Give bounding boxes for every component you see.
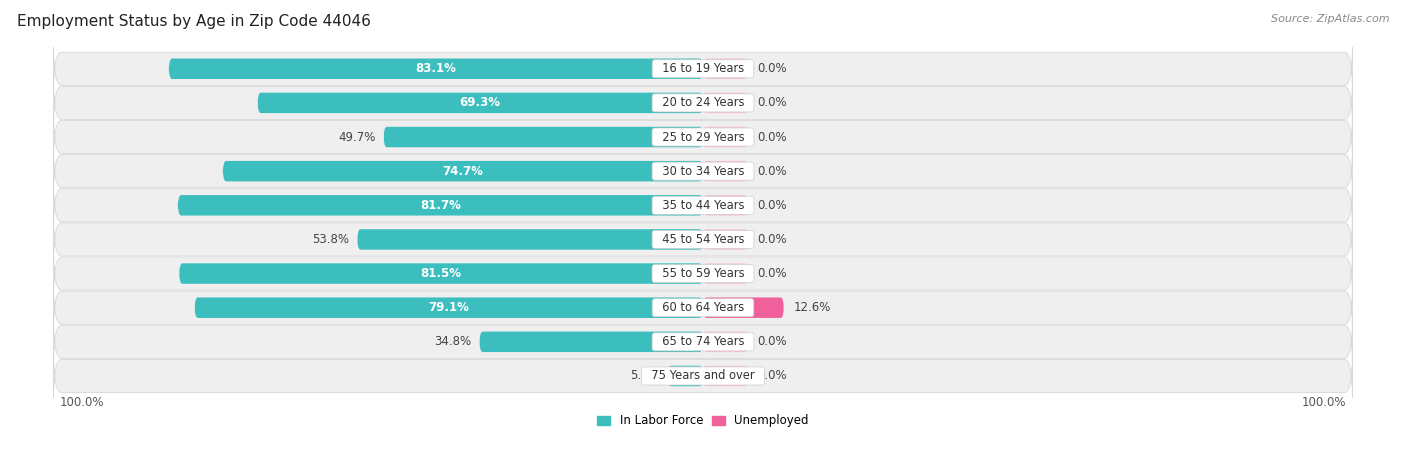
Text: 79.1%: 79.1% [429,301,470,314]
FancyBboxPatch shape [703,92,748,113]
FancyBboxPatch shape [53,318,1353,366]
Text: 35 to 44 Years: 35 to 44 Years [655,199,751,212]
Text: 49.7%: 49.7% [339,130,375,143]
FancyBboxPatch shape [53,215,1353,264]
FancyBboxPatch shape [177,195,703,216]
Text: 12.6%: 12.6% [793,301,831,314]
FancyBboxPatch shape [703,366,748,386]
FancyBboxPatch shape [194,298,703,318]
Text: 74.7%: 74.7% [443,165,484,178]
Text: Source: ZipAtlas.com: Source: ZipAtlas.com [1271,14,1389,23]
Text: 0.0%: 0.0% [758,336,787,348]
FancyBboxPatch shape [53,181,1353,230]
Legend: In Labor Force, Unemployed: In Labor Force, Unemployed [598,414,808,428]
FancyBboxPatch shape [53,113,1353,161]
Text: 34.8%: 34.8% [434,336,471,348]
Text: 5.5%: 5.5% [630,369,659,382]
Text: 81.5%: 81.5% [420,267,461,280]
FancyBboxPatch shape [53,78,1353,127]
Text: 0.0%: 0.0% [758,199,787,212]
FancyBboxPatch shape [169,59,703,79]
Text: 65 to 74 Years: 65 to 74 Years [655,336,751,348]
FancyBboxPatch shape [357,229,703,250]
Text: 60 to 64 Years: 60 to 64 Years [655,301,751,314]
Text: 20 to 24 Years: 20 to 24 Years [655,97,751,110]
Text: 53.8%: 53.8% [312,233,349,246]
Text: 0.0%: 0.0% [758,97,787,110]
Text: 25 to 29 Years: 25 to 29 Years [655,130,751,143]
FancyBboxPatch shape [668,366,703,386]
FancyBboxPatch shape [703,331,748,352]
Text: 0.0%: 0.0% [758,165,787,178]
FancyBboxPatch shape [703,195,748,216]
Text: 81.7%: 81.7% [420,199,461,212]
Text: 0.0%: 0.0% [758,62,787,75]
FancyBboxPatch shape [479,331,703,352]
Text: 69.3%: 69.3% [460,97,501,110]
FancyBboxPatch shape [179,263,703,284]
FancyBboxPatch shape [703,161,748,181]
Text: 100.0%: 100.0% [60,396,104,410]
FancyBboxPatch shape [53,44,1353,93]
FancyBboxPatch shape [384,127,703,147]
Text: 30 to 34 Years: 30 to 34 Years [655,165,751,178]
FancyBboxPatch shape [257,92,703,113]
Text: 83.1%: 83.1% [415,62,457,75]
Text: 100.0%: 100.0% [1302,396,1346,410]
Text: 0.0%: 0.0% [758,369,787,382]
Text: Employment Status by Age in Zip Code 44046: Employment Status by Age in Zip Code 440… [17,14,371,28]
FancyBboxPatch shape [53,352,1353,400]
Text: 55 to 59 Years: 55 to 59 Years [655,267,751,280]
Text: 0.0%: 0.0% [758,233,787,246]
Text: 45 to 54 Years: 45 to 54 Years [655,233,751,246]
FancyBboxPatch shape [53,283,1353,332]
FancyBboxPatch shape [222,161,703,181]
FancyBboxPatch shape [703,298,785,318]
FancyBboxPatch shape [703,229,748,250]
Text: 0.0%: 0.0% [758,267,787,280]
FancyBboxPatch shape [53,147,1353,196]
FancyBboxPatch shape [703,127,748,147]
FancyBboxPatch shape [703,59,748,79]
FancyBboxPatch shape [53,249,1353,298]
Text: 0.0%: 0.0% [758,130,787,143]
Text: 16 to 19 Years: 16 to 19 Years [655,62,751,75]
FancyBboxPatch shape [703,263,748,284]
Text: 75 Years and over: 75 Years and over [644,369,762,382]
